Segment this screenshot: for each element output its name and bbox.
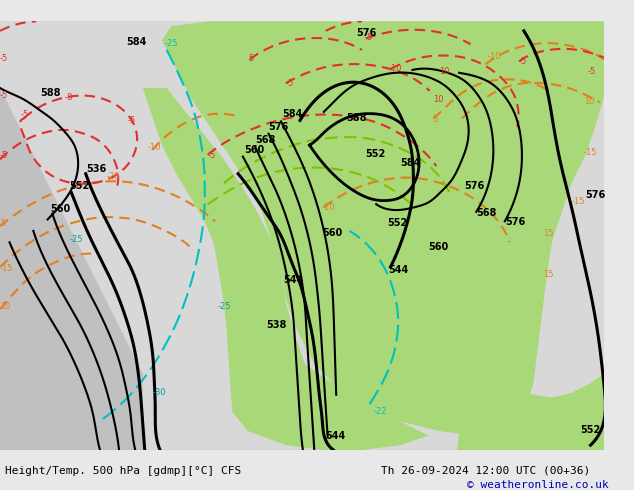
Text: -10: -10 <box>322 203 335 212</box>
Text: -5: -5 <box>21 110 29 119</box>
Text: 568: 568 <box>256 135 276 145</box>
Text: -5: -5 <box>0 151 8 161</box>
Text: 15: 15 <box>543 229 553 238</box>
Text: 10: 10 <box>0 302 11 311</box>
Text: -10: -10 <box>148 143 161 152</box>
Text: 552: 552 <box>387 218 408 228</box>
Text: Th 26-09-2024 12:00 UTC (00+36): Th 26-09-2024 12:00 UTC (00+36) <box>381 466 590 476</box>
Text: 5: 5 <box>432 115 437 124</box>
Polygon shape <box>162 22 604 436</box>
Text: 584: 584 <box>282 109 302 119</box>
Text: -25: -25 <box>217 302 231 311</box>
Text: -5: -5 <box>0 92 8 100</box>
Text: -30: -30 <box>152 388 166 397</box>
Text: -25: -25 <box>165 39 178 48</box>
Text: 552: 552 <box>580 425 600 435</box>
Text: 560: 560 <box>429 242 449 252</box>
Text: -5: -5 <box>519 57 527 66</box>
Text: 552: 552 <box>365 148 385 159</box>
Text: -15: -15 <box>0 264 13 273</box>
Text: 560: 560 <box>51 204 71 214</box>
Text: -5: -5 <box>286 79 294 88</box>
Text: 588: 588 <box>346 113 366 123</box>
Text: 560: 560 <box>244 145 264 155</box>
Polygon shape <box>143 88 429 450</box>
Text: 10: 10 <box>439 67 450 76</box>
Text: -5: -5 <box>127 116 136 125</box>
Text: -25: -25 <box>70 235 83 245</box>
Text: 576: 576 <box>585 190 605 199</box>
Text: -10: -10 <box>488 52 501 61</box>
Text: Height/Temp. 500 hPa [gdmp][°C] CFS: Height/Temp. 500 hPa [gdmp][°C] CFS <box>5 466 241 476</box>
Text: 576: 576 <box>269 122 289 132</box>
Text: 544: 544 <box>283 275 303 285</box>
Text: 588: 588 <box>40 88 60 98</box>
Text: 576: 576 <box>356 27 377 38</box>
Text: 10: 10 <box>434 95 444 104</box>
Polygon shape <box>0 88 143 450</box>
Text: -5: -5 <box>588 67 596 76</box>
Text: -5: -5 <box>207 150 216 160</box>
Text: 552: 552 <box>70 181 90 191</box>
Text: -10: -10 <box>389 64 402 73</box>
Text: 584: 584 <box>127 37 147 47</box>
Text: 536: 536 <box>87 164 107 174</box>
Text: 5: 5 <box>0 219 5 228</box>
Text: 5: 5 <box>249 54 254 63</box>
Text: © weatheronline.co.uk: © weatheronline.co.uk <box>467 480 609 490</box>
Text: -15: -15 <box>584 147 597 157</box>
Polygon shape <box>0 22 604 450</box>
Text: -5: -5 <box>365 33 373 43</box>
Text: 15: 15 <box>543 270 553 279</box>
Text: 584: 584 <box>400 158 420 168</box>
Polygon shape <box>457 374 604 450</box>
Text: -8: -8 <box>65 94 73 102</box>
Text: -22: -22 <box>373 407 387 416</box>
Text: 544: 544 <box>326 431 346 441</box>
Text: -5: -5 <box>0 54 8 63</box>
Text: 10: 10 <box>584 97 594 106</box>
Text: 560: 560 <box>322 228 342 238</box>
Text: -20: -20 <box>107 172 120 181</box>
Text: 544: 544 <box>389 265 409 275</box>
Text: -15: -15 <box>571 197 585 206</box>
Text: 568: 568 <box>476 208 496 218</box>
Text: 576: 576 <box>505 217 525 227</box>
Text: 538: 538 <box>267 320 287 330</box>
Text: 576: 576 <box>464 181 484 191</box>
